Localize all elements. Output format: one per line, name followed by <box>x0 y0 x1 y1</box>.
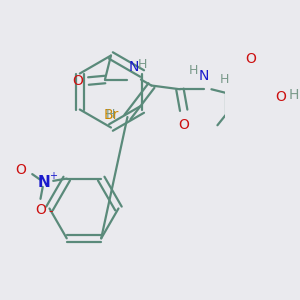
Text: N: N <box>38 175 51 190</box>
Text: O: O <box>246 52 256 66</box>
Text: H: H <box>138 58 147 70</box>
Text: N: N <box>199 69 209 83</box>
Text: N: N <box>129 60 139 74</box>
Text: H: H <box>189 64 198 77</box>
Text: O: O <box>35 203 46 218</box>
Text: H: H <box>220 73 230 85</box>
Text: O: O <box>178 118 189 132</box>
Text: H: H <box>289 88 299 102</box>
Text: +: + <box>49 171 57 181</box>
Text: Br: Br <box>103 107 119 122</box>
Text: O: O <box>15 163 26 177</box>
Text: H: H <box>106 107 116 121</box>
Text: O: O <box>275 90 286 104</box>
Text: -: - <box>48 205 52 218</box>
Text: O: O <box>72 74 83 88</box>
